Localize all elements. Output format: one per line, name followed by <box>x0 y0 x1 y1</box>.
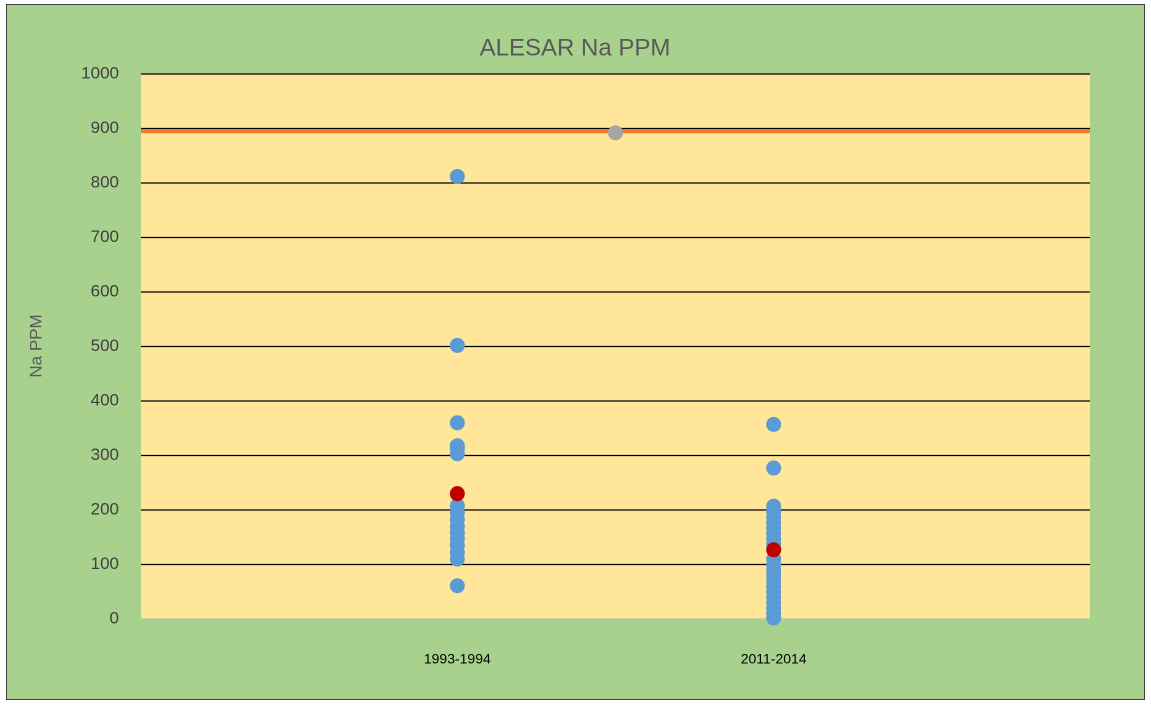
x-tick-label: 2011-2014 <box>741 651 807 667</box>
point <box>449 446 465 462</box>
y-tick-label: 500 <box>91 336 119 355</box>
point <box>766 542 782 558</box>
point <box>766 416 782 432</box>
point <box>449 415 465 431</box>
y-tick-label: 400 <box>91 390 119 409</box>
point <box>449 337 465 353</box>
y-tick-label: 1000 <box>81 63 119 82</box>
y-tick-label: 300 <box>91 445 119 464</box>
y-tick-label: 700 <box>91 227 119 246</box>
y-tick-label: 900 <box>91 118 119 137</box>
x-tick-label: 1993-1994 <box>424 651 491 667</box>
y-axis-label: Na PPM <box>26 314 45 377</box>
point <box>766 610 782 626</box>
y-tick-label: 100 <box>91 554 119 573</box>
chart-title: ALESAR Na PPM <box>480 34 671 61</box>
point <box>766 460 782 476</box>
y-tick-label: 0 <box>110 608 119 627</box>
point <box>449 551 465 567</box>
point <box>608 125 623 141</box>
point <box>449 486 465 502</box>
y-tick-label: 600 <box>91 281 119 300</box>
point <box>449 578 465 594</box>
y-tick-label: 800 <box>91 172 119 191</box>
y-tick-label: 200 <box>91 499 119 518</box>
point <box>449 168 465 184</box>
